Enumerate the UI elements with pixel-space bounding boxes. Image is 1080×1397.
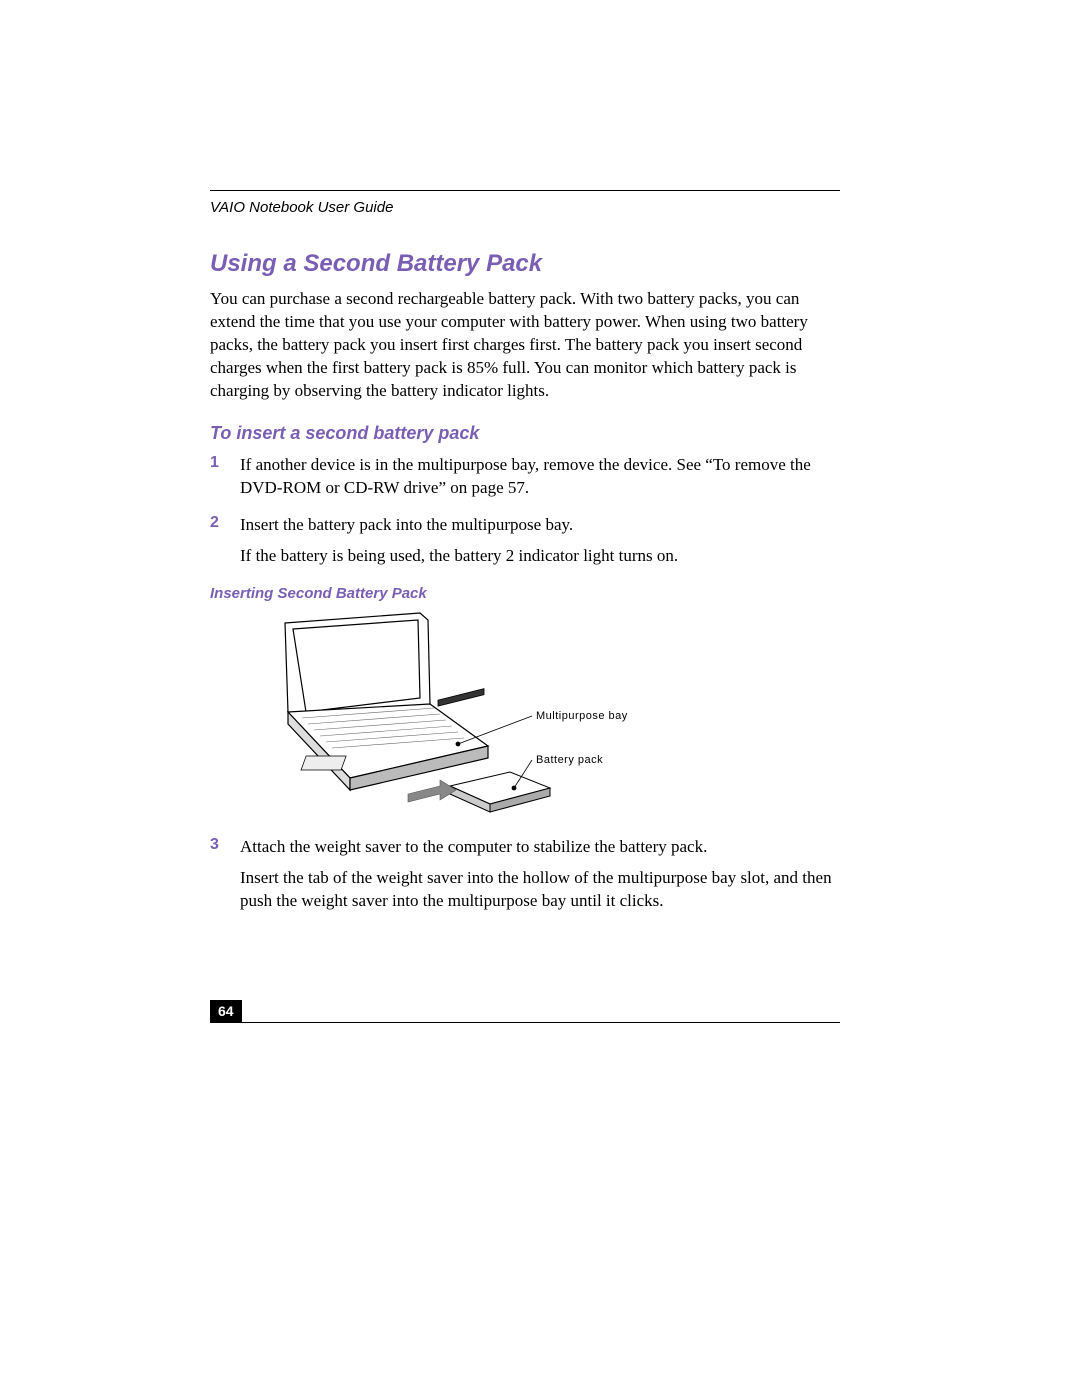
steps-list-cont: 3 Attach the weight saver to the compute… <box>210 836 840 913</box>
step-text: If another device is in the multipurpose… <box>240 454 840 500</box>
bottom-rule <box>210 1022 840 1023</box>
step-number: 2 <box>210 514 219 532</box>
step-number: 3 <box>210 836 219 854</box>
step-text: If the battery is being used, the batter… <box>240 545 840 568</box>
step-item: 2 Insert the battery pack into the multi… <box>210 514 840 568</box>
running-header: VAIO Notebook User Guide <box>210 199 840 216</box>
steps-list: 1 If another device is in the multipurpo… <box>210 454 840 568</box>
callout-battery-label: Battery pack <box>536 754 603 766</box>
top-rule <box>210 190 840 191</box>
step-item: 3 Attach the weight saver to the compute… <box>210 836 840 913</box>
figure-caption: Inserting Second Battery Pack <box>210 585 840 602</box>
step-text: Insert the tab of the weight saver into … <box>240 867 840 913</box>
figure: Multipurpose bay Battery pack <box>230 608 840 818</box>
page-content: VAIO Notebook User Guide Using a Second … <box>210 190 840 927</box>
step-item: 1 If another device is in the multipurpo… <box>210 454 840 500</box>
subsection-title: To insert a second battery pack <box>210 423 840 444</box>
laptop-battery-diagram: Multipurpose bay Battery pack <box>230 608 670 818</box>
section-intro: You can purchase a second rechargeable b… <box>210 288 840 403</box>
step-number: 1 <box>210 454 219 472</box>
step-text: Insert the battery pack into the multipu… <box>240 514 840 537</box>
section-title: Using a Second Battery Pack <box>210 250 840 278</box>
page-number-badge: 64 <box>210 1000 242 1022</box>
page-footer: 64 <box>210 1000 840 1023</box>
step-text: Attach the weight saver to the computer … <box>240 836 840 859</box>
callout-bay-label: Multipurpose bay <box>536 710 628 722</box>
